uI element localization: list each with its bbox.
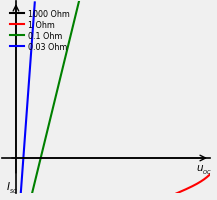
1 Ohm <box>207 175 210 177</box>
Line: 0.1 Ohm: 0.1 Ohm <box>32 2 79 193</box>
0.03 Ohm <box>20 181 23 183</box>
1 Ohm <box>175 192 178 195</box>
0.03 Ohm <box>20 190 22 193</box>
0.1 Ohm <box>31 192 33 194</box>
1 Ohm <box>202 178 205 181</box>
0.1 Ohm <box>34 180 36 182</box>
1 Ohm <box>205 177 207 179</box>
0.03 Ohm <box>32 27 34 29</box>
0.1 Ohm <box>63 60 66 62</box>
0.1 Ohm <box>54 98 57 100</box>
1 Ohm <box>204 177 207 180</box>
0.1 Ohm <box>39 160 41 162</box>
0.1 Ohm <box>78 1 80 3</box>
1 Ohm <box>214 167 216 170</box>
Line: 1 Ohm: 1 Ohm <box>176 169 215 193</box>
0.03 Ohm <box>20 191 22 194</box>
0.03 Ohm <box>24 129 27 132</box>
Text: $I_{_{SC}}$: $I_{_{SC}}$ <box>7 180 18 195</box>
0.03 Ohm <box>33 2 36 5</box>
Line: 0.03 Ohm: 0.03 Ohm <box>21 3 35 193</box>
0.1 Ohm <box>76 8 79 11</box>
0.1 Ohm <box>41 151 43 153</box>
Legend: 1000 Ohm, 1 Ohm, 0.1 Ohm, 0.03 Ohm: 1000 Ohm, 1 Ohm, 0.1 Ohm, 0.03 Ohm <box>8 8 71 53</box>
1 Ohm <box>201 179 204 182</box>
0.03 Ohm <box>33 12 35 14</box>
1 Ohm <box>180 190 182 193</box>
0.03 Ohm <box>31 31 34 33</box>
Text: $u_{_{OC}}$: $u_{_{OC}}$ <box>196 163 212 176</box>
